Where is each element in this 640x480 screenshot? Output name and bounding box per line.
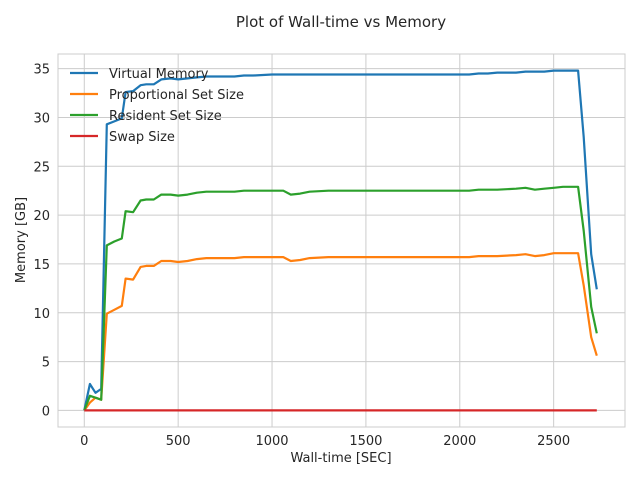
series-line-1 [83, 252, 598, 412]
legend: Virtual Memory Proportional Set Size Resid… [70, 67, 244, 145]
y-tick-label: 30 [33, 111, 50, 126]
y-tick-label: 25 [33, 160, 50, 175]
x-tick-label: 0 [80, 434, 88, 449]
chart-title: Plot of Wall-time vs Memory [236, 13, 446, 31]
y-axis-label: Memory [GB] [14, 197, 29, 283]
legend-label-3: Swap Size [109, 130, 175, 145]
y-tick-label: 5 [42, 356, 50, 371]
y-tick-label: 15 [33, 258, 50, 273]
series-line-2 [83, 185, 598, 411]
series-layer [83, 69, 598, 412]
legend-label-2: Resident Set Size [109, 109, 222, 124]
legend-label-1: Proportional Set Size [109, 88, 244, 103]
x-axis-ticks: 0 500 1000 1500 2000 2500 [80, 434, 570, 449]
x-tick-label: 2500 [537, 434, 570, 449]
x-tick-label: 500 [166, 434, 191, 449]
plot-area [57, 53, 626, 428]
y-tick-label: 0 [42, 404, 50, 419]
y-tick-label: 20 [33, 209, 50, 224]
x-tick-label: 1000 [255, 434, 288, 449]
series-line-0 [83, 69, 598, 411]
y-axis-ticks: 0 5 10 15 20 25 30 35 [33, 63, 50, 420]
legend-label-0: Virtual Memory [109, 67, 209, 82]
x-tick-label: 1500 [349, 434, 382, 449]
x-axis-label: Wall-time [SEC] [290, 451, 391, 466]
x-tick-label: 2000 [443, 434, 476, 449]
y-tick-label: 10 [33, 307, 50, 322]
y-tick-label: 35 [33, 63, 50, 78]
